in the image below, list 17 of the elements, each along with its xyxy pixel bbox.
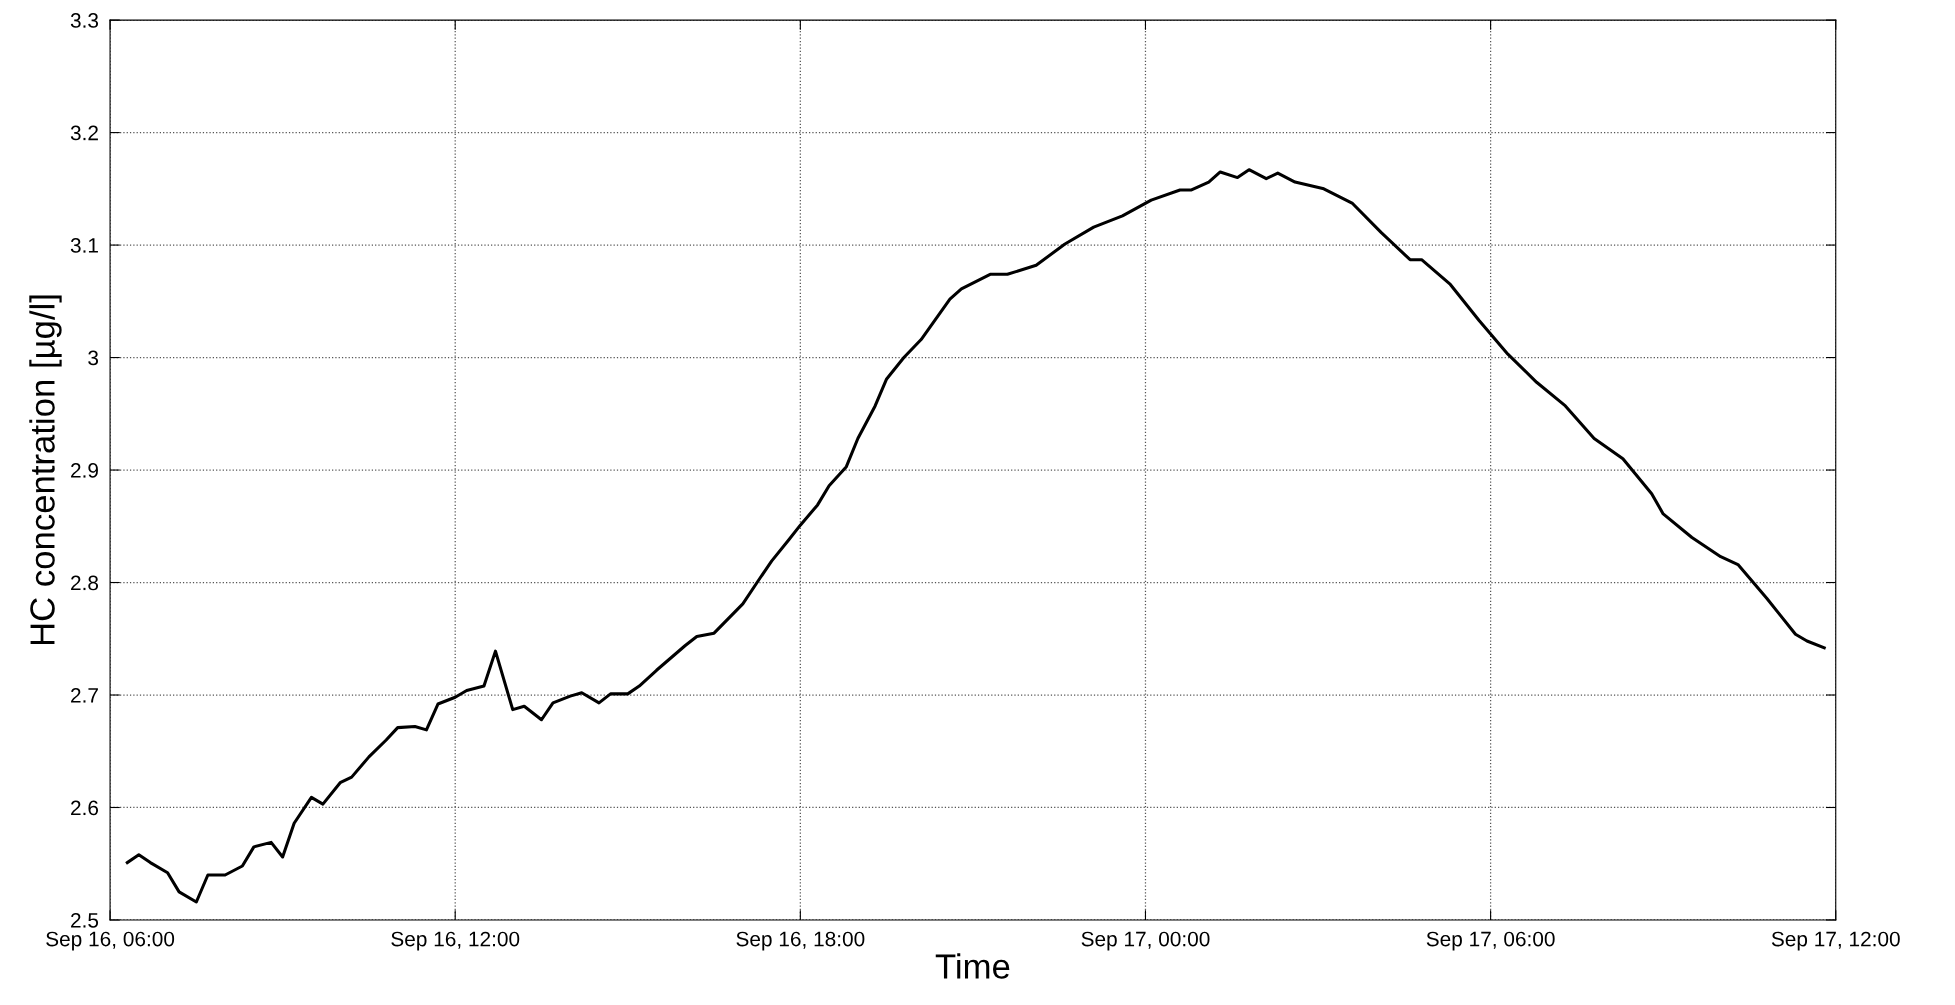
- y-tick-label: 2.5: [71, 912, 99, 928]
- y-tick-label: 3: [88, 350, 99, 366]
- x-tick-label: Sep 17, 12:00: [1771, 931, 1900, 951]
- y-tick-label: 3.1: [70, 238, 98, 253]
- x-tick-label: Sep 16, 18:00: [736, 931, 865, 951]
- y-tick-label: 2.9: [71, 463, 98, 478]
- y-tick-label: 2.6: [71, 800, 99, 816]
- y-axis-title: HC concentration [µg/l]: [29, 295, 62, 645]
- x-tick-label: Sep 16, 06:00: [46, 931, 175, 951]
- y-tick-label: 3.2: [70, 125, 98, 141]
- x-tick-label: Sep 16, 12:00: [391, 931, 520, 951]
- x-tick-label: Sep 17, 00:00: [1081, 931, 1210, 951]
- x-axis-title: Time: [935, 953, 1010, 979]
- x-tick-label: Sep 17, 06:00: [1426, 931, 1555, 951]
- y-tick-label: 3.3: [70, 13, 99, 28]
- y-tick-label: 2.8: [71, 575, 99, 591]
- y-tick-label: 2.7: [71, 688, 98, 703]
